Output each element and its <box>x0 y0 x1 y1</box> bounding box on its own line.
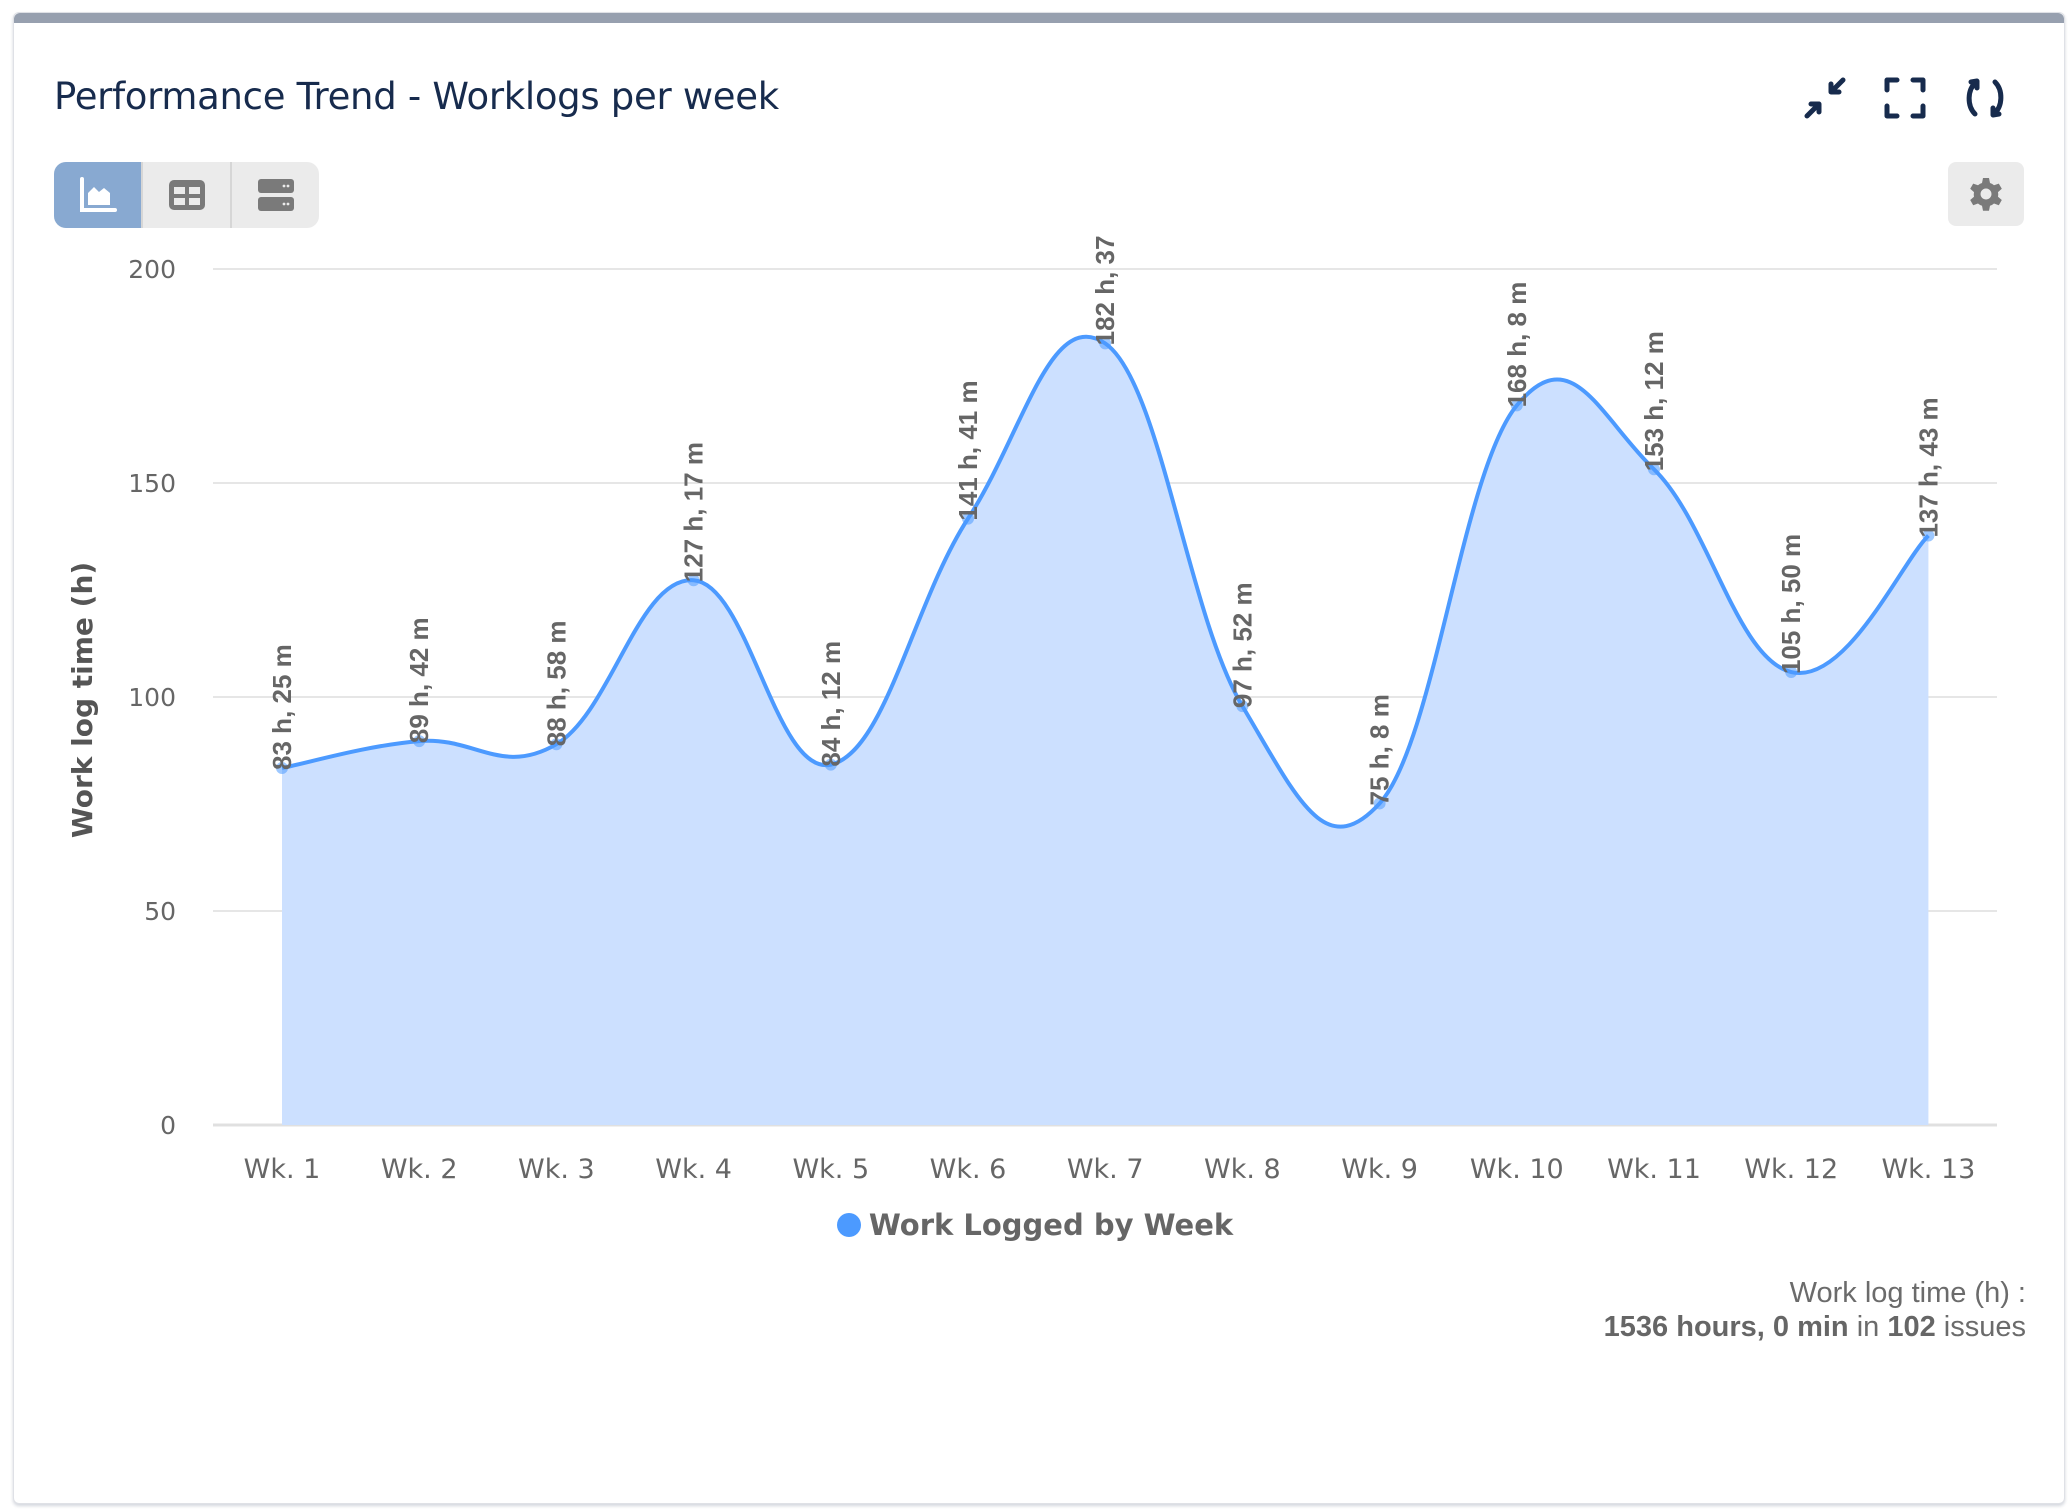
data-point[interactable] <box>1373 797 1386 810</box>
x-tick-label: Wk. 2 <box>381 1154 458 1185</box>
x-tick-label: Wk. 6 <box>930 1154 1007 1185</box>
data-points <box>276 337 1935 810</box>
data-point[interactable] <box>413 735 426 748</box>
collapse-icon[interactable] <box>1802 75 1848 121</box>
x-tick-label: Wk. 3 <box>518 1154 595 1185</box>
x-tick-label: Wk. 8 <box>1204 1154 1281 1185</box>
x-tick-label: Wk. 4 <box>655 1154 732 1185</box>
list-view-button[interactable] <box>230 162 319 228</box>
chart-view-button[interactable] <box>54 162 141 228</box>
data-point[interactable] <box>962 512 974 525</box>
y-tick-label: 100 <box>128 683 176 712</box>
data-label: 127 h, 17 m <box>679 442 709 582</box>
area-chart-icon <box>79 177 117 212</box>
y-axis-ticks: 0 50 100 150 200 <box>128 255 176 1140</box>
data-label: 137 h, 43 m <box>1913 397 1943 537</box>
data-label: 89 h, 42 m <box>404 617 434 743</box>
data-point[interactable] <box>824 758 837 771</box>
data-label: 141 h, 41 m <box>953 380 983 520</box>
gear-icon <box>1970 178 2002 211</box>
data-point[interactable] <box>1510 399 1523 412</box>
data-label: 83 h, 25 m <box>267 644 297 770</box>
y-tick-label: 50 <box>144 897 176 926</box>
x-tick-label: Wk. 1 <box>244 1154 321 1185</box>
x-tick-label: Wk. 9 <box>1341 1154 1418 1185</box>
x-tick-label: Wk. 13 <box>1881 1154 1975 1185</box>
data-label: 105 h, 50 m <box>1776 534 1806 674</box>
data-point[interactable] <box>1785 666 1798 679</box>
header-actions <box>1802 75 2008 121</box>
gadget-top-bar <box>14 13 2064 23</box>
data-labels: 83 h, 25 m 89 h, 42 m 88 h, 58 m 127 h, 17 … <box>267 236 1943 806</box>
legend-marker-icon <box>836 1213 861 1237</box>
x-tick-label: Wk. 11 <box>1607 1154 1701 1185</box>
summary-issues-label: issues <box>1935 1311 2026 1343</box>
x-tick-label: Wk. 12 <box>1744 1154 1838 1185</box>
data-point[interactable] <box>1099 337 1112 350</box>
summary: Work log time (h) : 1536 hours, 0 min in… <box>1604 1276 2026 1344</box>
y-axis-title: Work log time (h) <box>66 562 99 838</box>
data-point[interactable] <box>1922 529 1935 542</box>
data-point[interactable] <box>276 761 288 774</box>
refresh-icon[interactable] <box>1962 75 2008 121</box>
x-tick-label: Wk. 5 <box>792 1154 869 1185</box>
data-point[interactable] <box>1648 463 1660 476</box>
data-label: 168 h, 8 m <box>1502 282 1532 408</box>
x-tick-label: Wk. 7 <box>1067 1154 1144 1185</box>
view-switch <box>54 162 319 228</box>
fullscreen-icon[interactable] <box>1882 75 1928 121</box>
data-label: 97 h, 52 m <box>1227 582 1257 708</box>
summary-total: 1536 hours, 0 min <box>1603 1311 1849 1343</box>
data-point[interactable] <box>1236 700 1249 713</box>
series-area <box>282 336 1929 1125</box>
legend-item[interactable]: Work Logged by Week <box>0 1208 2070 1242</box>
summary-detail: 1536 hours, 0 min in 102 issues <box>1604 1310 2026 1344</box>
x-tick-label: Wk. 10 <box>1470 1154 1564 1185</box>
data-label: 84 h, 12 m <box>816 641 846 767</box>
summary-issue-count: 102 <box>1887 1311 1936 1343</box>
gadget-title: Performance Trend - Worklogs per week <box>54 75 779 118</box>
data-point[interactable] <box>550 738 563 751</box>
summary-title: Work log time (h) : <box>1789 1277 2026 1309</box>
data-label: 153 h, 12 m <box>1639 331 1669 471</box>
x-axis-ticks: Wk. 1 Wk. 2 Wk. 3 Wk. 4 Wk. 5 Wk. 6 Wk. 7 Wk. 8… <box>244 1154 1976 1185</box>
data-label: 75 h, 8 m <box>1365 694 1395 805</box>
y-tick-label: 0 <box>160 1111 176 1140</box>
legend-label: Work Logged by Week <box>868 1208 1234 1242</box>
summary-in: in <box>1848 1311 1888 1343</box>
table-view-button[interactable] <box>141 162 230 228</box>
settings-button[interactable] <box>1948 162 2024 226</box>
table-icon <box>168 180 205 210</box>
data-label: 88 h, 58 m <box>541 620 571 746</box>
data-label: 182 h, 37 <box>1090 236 1120 346</box>
y-tick-label: 150 <box>128 469 176 498</box>
server-list-icon <box>257 179 294 211</box>
y-tick-label: 200 <box>128 255 176 284</box>
data-point[interactable] <box>687 574 700 587</box>
